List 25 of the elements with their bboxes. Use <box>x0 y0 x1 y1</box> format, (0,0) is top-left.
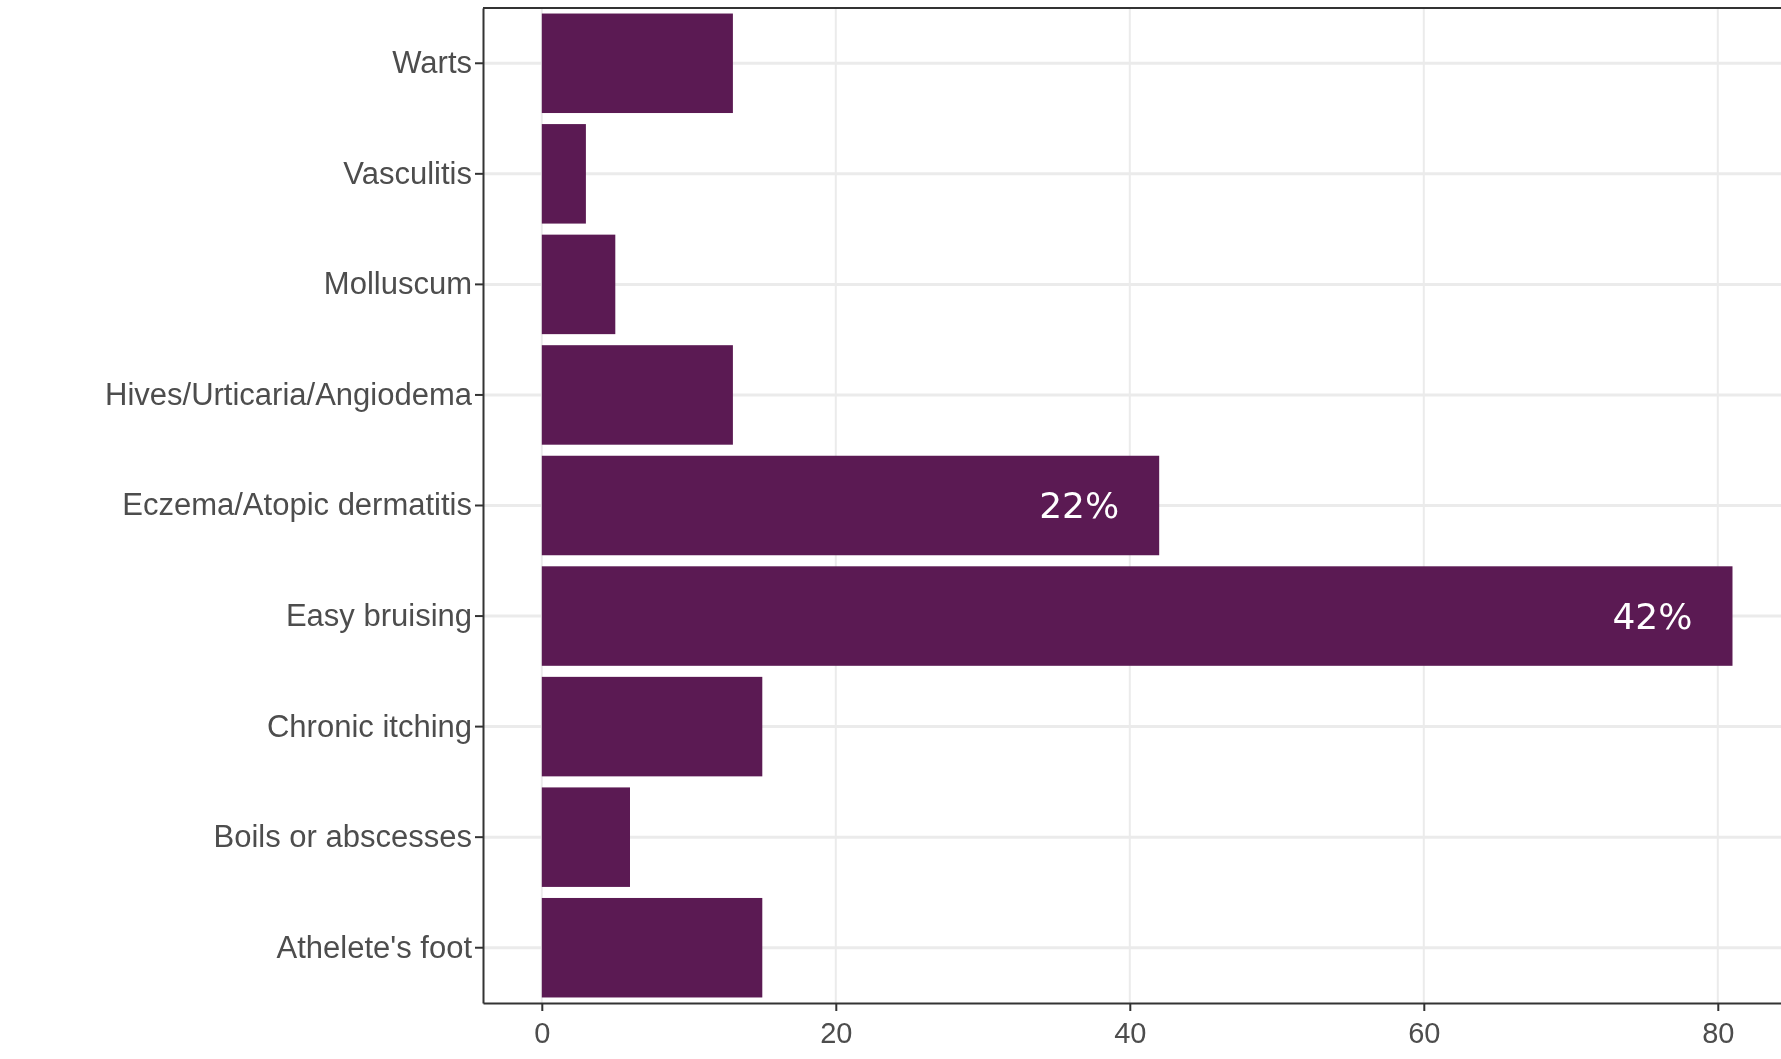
y-tick-label: Warts <box>392 45 472 81</box>
bar <box>541 13 733 114</box>
x-tick-label: 80 <box>1702 1017 1735 1049</box>
y-tick-label: Molluscum <box>323 266 472 302</box>
bar <box>541 676 763 777</box>
x-tick-label: 0 <box>534 1017 551 1049</box>
y-tick-label: Easy bruising <box>285 597 472 633</box>
annotation: 42% <box>1612 595 1693 637</box>
y-tick-label: Vasculitis <box>343 155 472 191</box>
bar <box>541 566 1733 666</box>
y-tick-label: Chronic itching <box>266 708 472 744</box>
y-tick-label: Eczema/Atopic dermatitis <box>122 487 472 523</box>
bar <box>541 787 630 887</box>
bar <box>541 234 616 335</box>
y-tick-label: Hives/Urticaria/Angiodema <box>105 376 473 412</box>
y-tick-label: Boils or abscesses <box>213 819 472 855</box>
y-tick-label: Athelete's foot <box>276 929 473 965</box>
x-tick-label: 60 <box>1408 1017 1441 1049</box>
x-tick-label: 20 <box>820 1017 853 1049</box>
bar <box>541 897 763 998</box>
bar <box>541 455 1160 556</box>
annotation: 22% <box>1039 485 1120 527</box>
x-tick-label: 40 <box>1114 1017 1147 1049</box>
bar <box>541 345 733 445</box>
bar <box>541 124 586 224</box>
